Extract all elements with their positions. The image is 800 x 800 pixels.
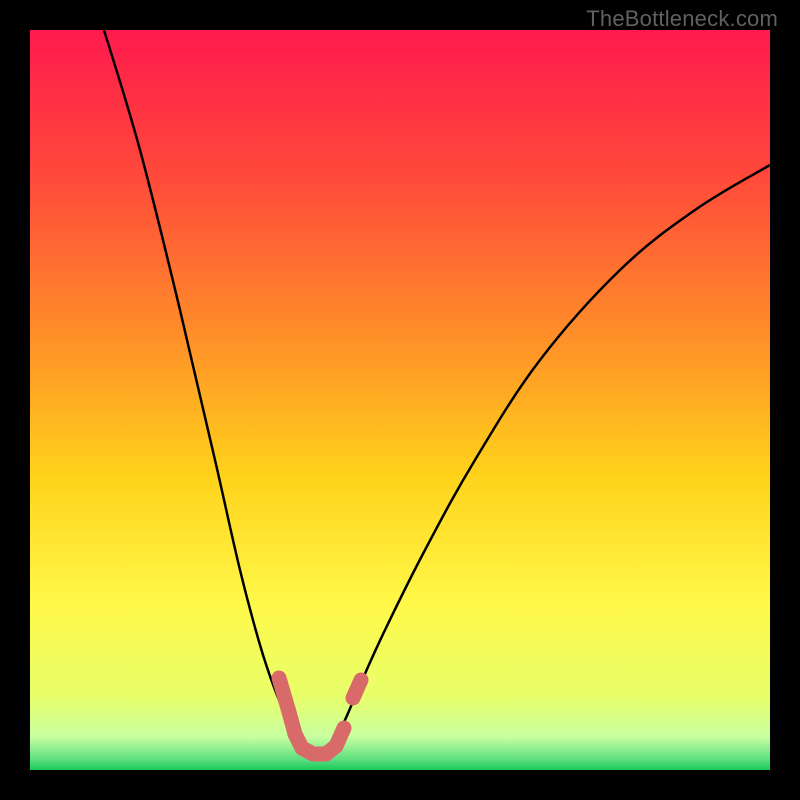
marker-segment [336, 728, 344, 746]
gradient-background [30, 30, 770, 770]
marker-segment [353, 680, 361, 698]
chart-svg [30, 30, 770, 770]
watermark-text: TheBottleneck.com [586, 6, 778, 32]
chart-plot-area [30, 30, 770, 770]
